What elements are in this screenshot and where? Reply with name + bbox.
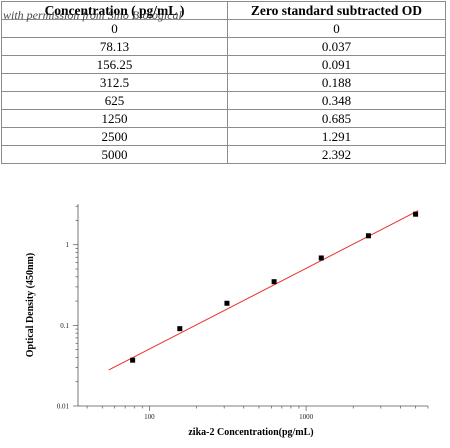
table-header-row: Concentration ( pg/mL ) Zero standard su… — [1, 1, 446, 20]
table-row: 625 0.348 — [1, 91, 446, 110]
cell-od: 2.392 — [227, 145, 446, 164]
header-concentration: Concentration ( pg/mL ) — [1, 1, 228, 20]
tick-labels: 0.01 0.1 1 100 1000 — [57, 241, 314, 421]
data-point — [130, 357, 136, 363]
cell-od: 1.291 — [227, 127, 446, 146]
cell-concentration: 0 — [1, 19, 228, 38]
data-points — [130, 211, 419, 363]
cell-od: 0.685 — [227, 109, 446, 128]
data-point — [318, 255, 324, 261]
cell-od: 0.091 — [227, 55, 446, 74]
y-axis-title: Optical Density (450nm) — [25, 253, 36, 357]
data-point — [271, 279, 277, 285]
cell-od: 0.348 — [227, 91, 446, 110]
x-axis-title: zika-2 Concentration(pg/mL) — [188, 427, 313, 438]
table-row: 2500 1.291 — [1, 127, 446, 146]
table-row: 1250 0.685 — [1, 109, 446, 128]
cell-concentration: 2500 — [1, 127, 228, 146]
x-tick-label: 1000 — [299, 413, 314, 421]
cell-concentration: 1250 — [1, 109, 228, 128]
y-tick-label: 0.01 — [57, 403, 70, 411]
data-point — [413, 211, 419, 217]
fit-line — [108, 210, 419, 371]
cell-concentration: 78.13 — [1, 37, 228, 56]
cell-od: 0.037 — [227, 37, 446, 56]
data-point — [224, 300, 230, 306]
cell-concentration: 5000 — [1, 145, 228, 164]
cell-od: 0 — [227, 19, 446, 38]
data-point — [177, 326, 183, 332]
x-tick-label: 100 — [144, 413, 155, 421]
cell-concentration: 625 — [1, 91, 228, 110]
table-row: 156.25 0.091 — [1, 55, 446, 74]
table-row: 312.5 0.188 — [1, 73, 446, 92]
cell-concentration: 156.25 — [1, 55, 228, 74]
header-od: Zero standard subtracted OD — [227, 1, 446, 20]
y-tick-label: 1 — [66, 241, 70, 249]
cell-od: 0.188 — [227, 73, 446, 92]
table-row: 78.13 0.037 — [1, 37, 446, 56]
chart-axes — [73, 204, 429, 411]
data-point — [365, 233, 371, 239]
table-row: 5000 2.392 — [1, 145, 446, 164]
standard-curve-table: Concentration ( pg/mL ) Zero standard su… — [1, 1, 446, 164]
y-tick-label: 0.1 — [60, 322, 69, 330]
cell-concentration: 312.5 — [1, 73, 228, 92]
